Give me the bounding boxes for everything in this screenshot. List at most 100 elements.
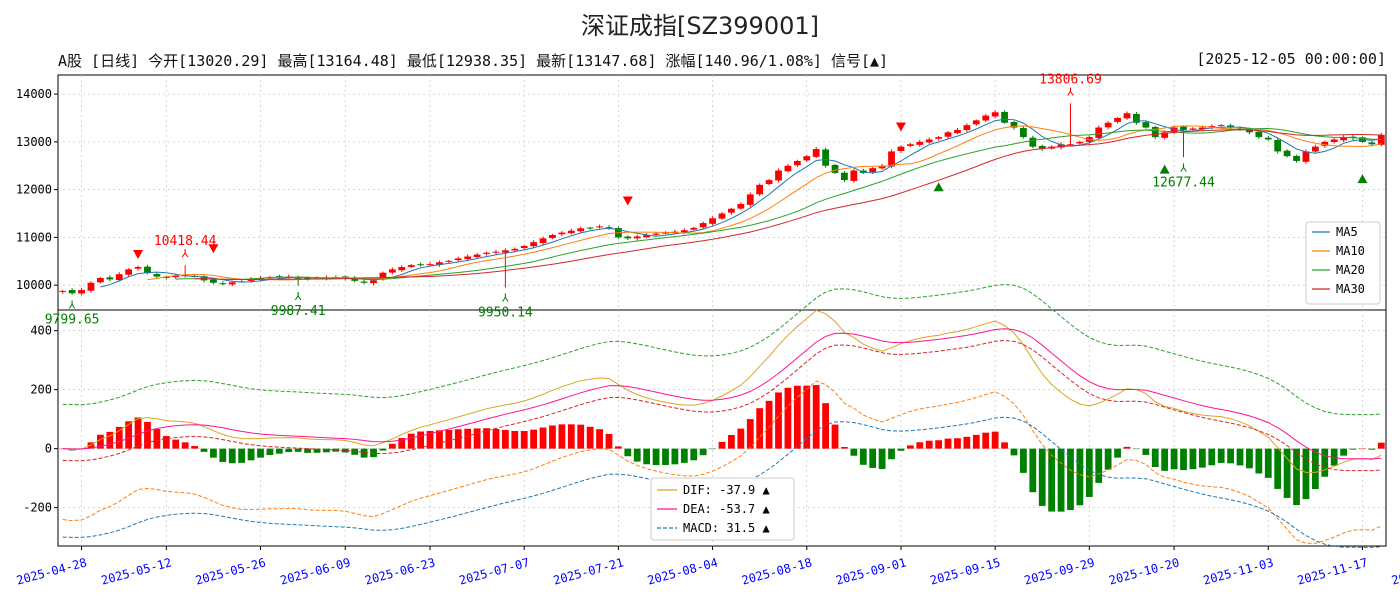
candle-body	[1123, 113, 1131, 119]
candle-body	[379, 272, 387, 280]
macd-histogram	[59, 385, 1385, 512]
candle-body	[59, 290, 67, 292]
price-tick-label: 10000	[16, 278, 52, 292]
candle-body	[1264, 137, 1272, 140]
macd-bar	[323, 448, 330, 453]
candle-body	[1170, 127, 1178, 133]
indicator-lines	[62, 118, 1382, 548]
candle-body	[68, 290, 76, 294]
candle-body	[793, 160, 801, 166]
candle-body	[172, 275, 180, 278]
candle-body	[370, 280, 377, 284]
macd-bar	[96, 434, 104, 449]
macd-bar	[1170, 448, 1178, 470]
candle-body	[398, 267, 406, 271]
candle-body	[87, 282, 95, 291]
sell-signal-marker	[622, 196, 633, 206]
macd-bar	[313, 448, 321, 453]
date-tick-label: 2025-05-12	[100, 555, 173, 587]
candle-body	[1255, 131, 1263, 138]
macd-bar	[1198, 448, 1206, 468]
candle-body	[906, 144, 914, 146]
macd-bar	[294, 448, 302, 452]
candle-body	[153, 274, 161, 277]
candle-body	[652, 233, 660, 235]
macd-bar	[530, 429, 538, 449]
macd-bar	[426, 430, 434, 449]
macd-bar	[944, 438, 952, 449]
candle-body	[115, 274, 123, 281]
macd-bar	[1095, 448, 1103, 483]
candle-body	[1038, 145, 1046, 150]
candle-body	[219, 283, 227, 285]
macd-tick-label: -200	[23, 501, 52, 515]
candle-body	[596, 226, 603, 228]
macd-bar	[1321, 448, 1329, 477]
price-panel-frame	[57, 74, 1387, 311]
candle-body	[511, 248, 519, 251]
candle-body	[1010, 122, 1018, 128]
candle-body	[1377, 134, 1385, 145]
macd-bar	[1311, 448, 1319, 490]
candle-body	[106, 277, 114, 280]
sell-signal-marker	[208, 244, 219, 254]
candle-body	[822, 149, 829, 166]
macd-bar	[1236, 448, 1244, 466]
quote-info: A股 [日线] 今开[13020.29] 最高[13164.48] 最低[129…	[58, 52, 889, 70]
macd-bar	[360, 448, 368, 458]
candle-body	[1133, 113, 1140, 123]
macd-bar	[511, 431, 519, 449]
macd-legend-label: DIF: -37.9 ▲	[683, 483, 770, 497]
macd-bar	[1180, 448, 1187, 471]
macd-bar	[454, 429, 462, 449]
macd-bar	[398, 438, 406, 449]
macd-bar	[275, 448, 283, 454]
candle-body	[737, 203, 745, 209]
macd-bar	[793, 385, 801, 449]
candle-body	[982, 115, 990, 121]
candle-body	[1198, 127, 1206, 130]
macd-bar	[1057, 448, 1065, 512]
candle-body	[746, 194, 754, 205]
macd-bar	[1293, 448, 1300, 505]
low-arrow: ⅄	[294, 290, 302, 303]
macd-bar	[228, 448, 236, 464]
candlesticks	[59, 103, 1385, 296]
candle-body	[888, 151, 895, 167]
low-label: 9950.14	[478, 306, 533, 321]
macd-bar	[558, 424, 566, 449]
macd-bar	[200, 448, 208, 452]
macd-bar	[841, 447, 848, 449]
ma-legend: MA5 MA10 MA20 MA30	[1305, 221, 1381, 305]
high-arrow: ⅄	[181, 247, 189, 260]
high-arrow: ⅄	[1066, 85, 1074, 98]
macd-bar	[388, 443, 396, 449]
candle-body	[935, 137, 943, 139]
macd-bar	[1189, 448, 1197, 470]
candle-body	[1180, 126, 1187, 130]
macd-tick-label: 200	[30, 383, 52, 397]
candle-body	[351, 277, 359, 281]
candle-body	[775, 170, 782, 181]
macd-bar	[728, 435, 735, 449]
candle-body	[294, 277, 302, 279]
macd-bar	[304, 448, 311, 453]
candle-body	[1019, 128, 1027, 138]
candle-body	[728, 208, 735, 213]
candle-body	[680, 230, 688, 233]
macd-legend-label: MACD: 31.5 ▲	[683, 521, 770, 535]
ma-legend-label: MA10	[1336, 244, 1365, 258]
ma20-line	[175, 127, 1382, 281]
candle-body	[228, 282, 236, 285]
candle-body	[473, 254, 481, 257]
macd-bar	[247, 448, 255, 461]
macd-bar	[1067, 448, 1074, 510]
macd-tick-label: 400	[30, 324, 52, 338]
macd-bar	[624, 448, 632, 457]
candle-body	[1029, 137, 1037, 147]
macd-bar	[1142, 448, 1150, 455]
candle-body	[1142, 122, 1150, 128]
candle-body	[539, 238, 547, 243]
candle-body	[1283, 150, 1291, 157]
macd-bar	[1104, 448, 1112, 470]
